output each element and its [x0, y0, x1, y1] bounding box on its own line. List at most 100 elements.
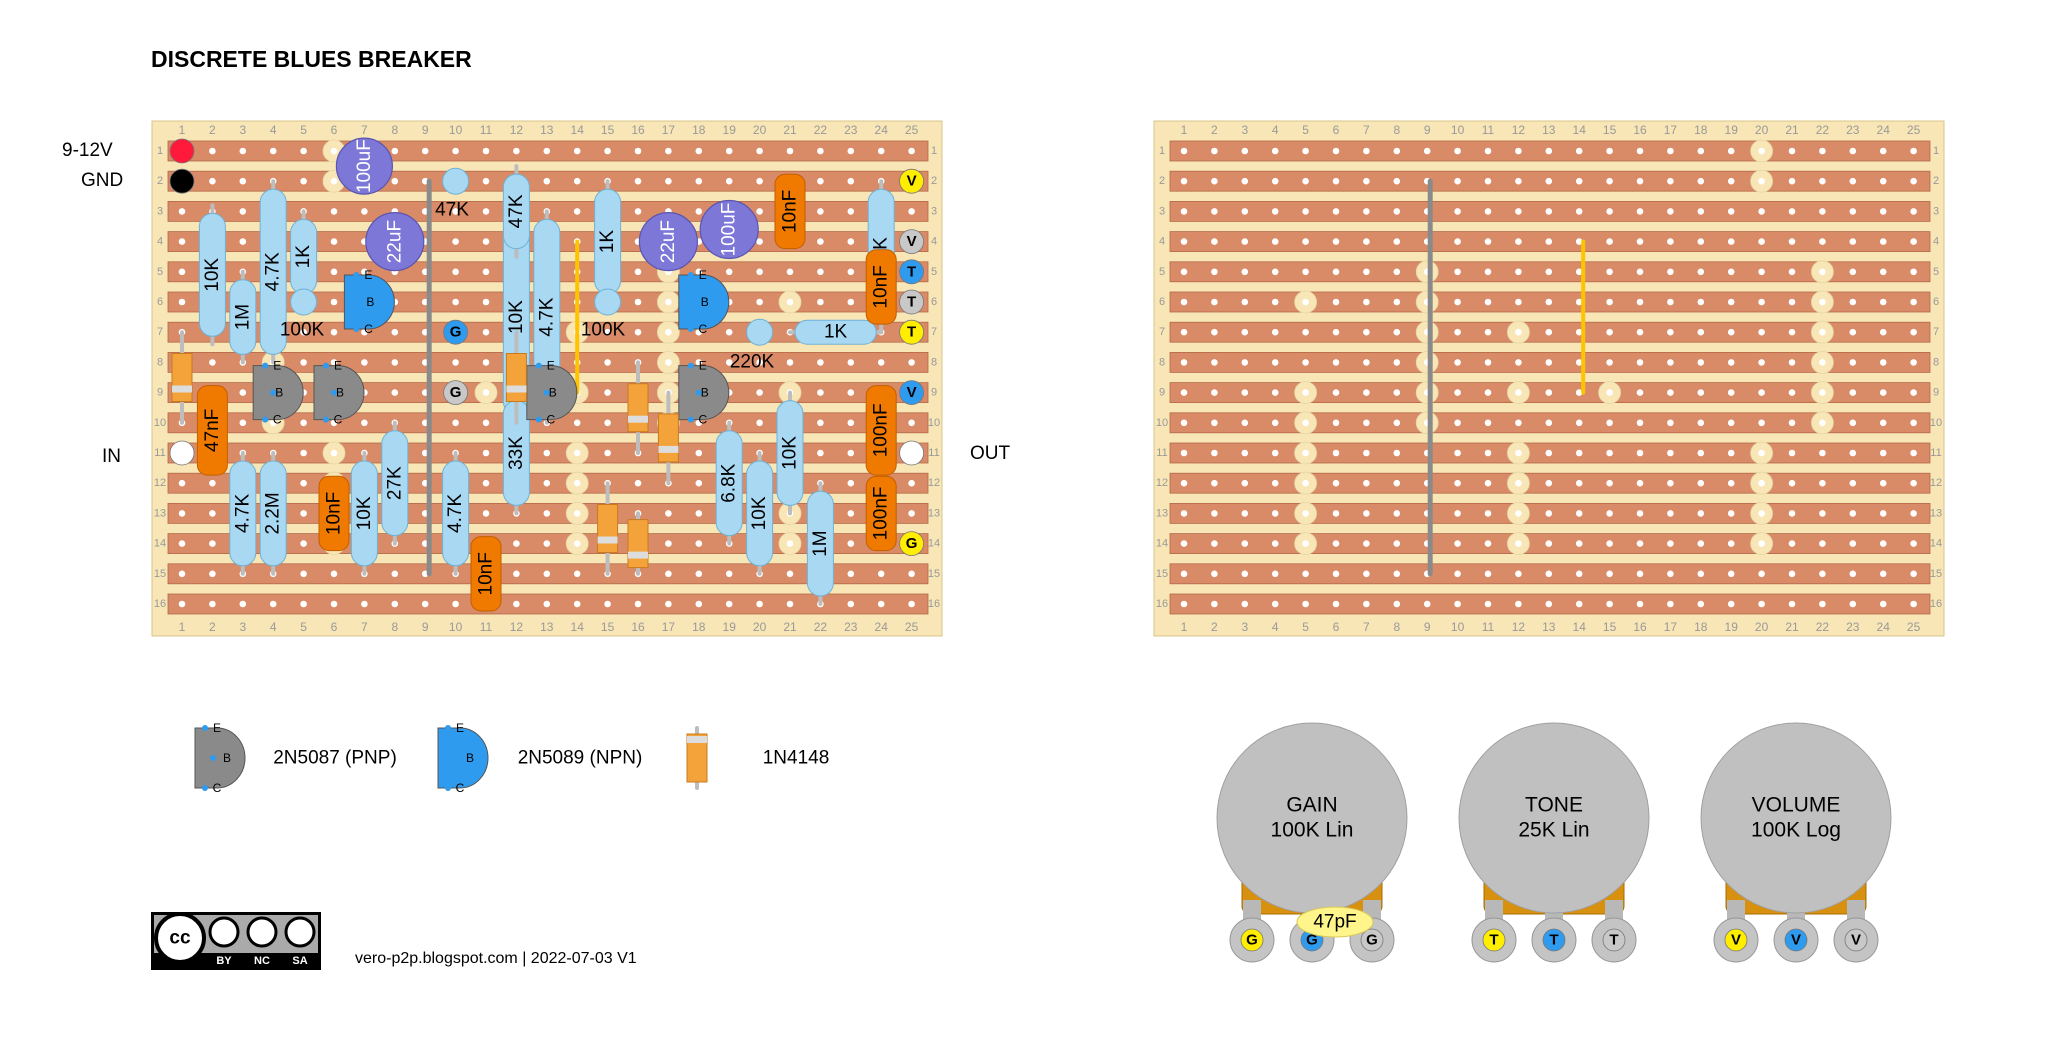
hole: [178, 298, 186, 306]
hole: [330, 298, 338, 306]
hole: [877, 147, 885, 155]
resistor-standing: [290, 288, 318, 316]
hole: [1727, 389, 1735, 396]
hole: [1697, 570, 1705, 578]
hole: [1393, 298, 1401, 306]
column-number: 9: [422, 620, 429, 634]
hole: [543, 479, 551, 487]
hole: [1454, 268, 1461, 276]
hole: [634, 600, 642, 608]
legend-pin: [445, 725, 451, 731]
hole: [1271, 570, 1279, 578]
row-number: 9: [157, 387, 163, 399]
column-number: 18: [1694, 123, 1708, 137]
hole: [1819, 147, 1826, 155]
pot-name: VOLUME: [1752, 794, 1841, 817]
row-number: 3: [157, 205, 163, 217]
tone-pad: [899, 319, 924, 345]
pin-label: C: [364, 322, 373, 336]
hole: [543, 449, 551, 457]
hole: [1332, 268, 1340, 276]
hole: [1332, 328, 1340, 336]
hole: [1241, 449, 1249, 457]
sa-icon: [284, 916, 316, 948]
hole: [604, 328, 611, 336]
column-number: 16: [1633, 123, 1647, 137]
hole: [1636, 268, 1644, 276]
transistor-pin: [687, 362, 694, 369]
hole: [1910, 328, 1917, 336]
hole: [1393, 268, 1401, 276]
hole: [1332, 208, 1340, 215]
hole: [1727, 208, 1735, 215]
transistor-pin: [361, 299, 368, 305]
row-number: 15: [928, 568, 940, 580]
row-number: 6: [931, 296, 937, 308]
hole: [330, 268, 338, 276]
hole: [1393, 177, 1401, 185]
pin-label: E: [334, 359, 342, 373]
pad-label: V: [907, 233, 917, 250]
hole: [1454, 177, 1461, 185]
hole: [786, 298, 794, 306]
row-number: 8: [931, 356, 937, 368]
hole: [1363, 419, 1370, 427]
hole: [1545, 359, 1553, 366]
hole: [665, 177, 672, 185]
hole: [665, 540, 672, 547]
hole: [786, 268, 794, 276]
hole: [908, 479, 915, 487]
resistor: [502, 173, 530, 250]
hole: [1636, 177, 1644, 185]
hole: [178, 570, 186, 578]
pot-lug-label: G: [1366, 932, 1378, 949]
hole: [1758, 328, 1765, 336]
legend-pin-label: B: [223, 751, 231, 765]
hole: [604, 419, 611, 427]
hole: [269, 600, 277, 608]
row-number: 5: [157, 266, 163, 278]
hole: [908, 419, 915, 427]
hole: [1332, 449, 1340, 457]
transistor-pin: [687, 416, 694, 423]
hole: [1697, 208, 1705, 215]
hole: [604, 600, 611, 608]
hole: [1545, 177, 1553, 185]
hole: [847, 298, 855, 306]
film-capacitor: [196, 385, 228, 476]
hole: [1454, 298, 1461, 306]
hole: [482, 510, 490, 517]
column-number: 5: [1302, 123, 1309, 137]
hole: [1788, 389, 1796, 396]
transistor-pin: [353, 272, 360, 278]
hole: [1879, 510, 1887, 517]
hole: [1241, 238, 1249, 245]
label-out: OUT: [970, 443, 1011, 464]
resistor-standing: [594, 288, 622, 316]
column-number: 15: [1603, 123, 1617, 137]
hole: [178, 600, 186, 608]
hole: [1819, 177, 1826, 185]
gain-pad: [899, 531, 924, 556]
hole: [573, 419, 581, 427]
hole: [908, 147, 915, 155]
column-number: 14: [571, 123, 585, 137]
hole: [1393, 540, 1401, 547]
row-number: 6: [1933, 296, 1939, 308]
hole: [665, 570, 672, 578]
hole: [452, 419, 459, 427]
row-number: 8: [157, 356, 163, 368]
row-number: 14: [1156, 538, 1168, 550]
hole: [877, 359, 885, 366]
column-number: 10: [1451, 620, 1465, 634]
transistor-pin: [687, 326, 694, 332]
hole: [1910, 238, 1917, 245]
hole: [1241, 328, 1249, 336]
hole: [1819, 268, 1826, 276]
column-number: 8: [1393, 620, 1400, 634]
row-number: 4: [1933, 236, 1939, 248]
row-number: 1: [1159, 145, 1165, 157]
column-number: 17: [662, 123, 676, 137]
hole: [1758, 298, 1765, 306]
